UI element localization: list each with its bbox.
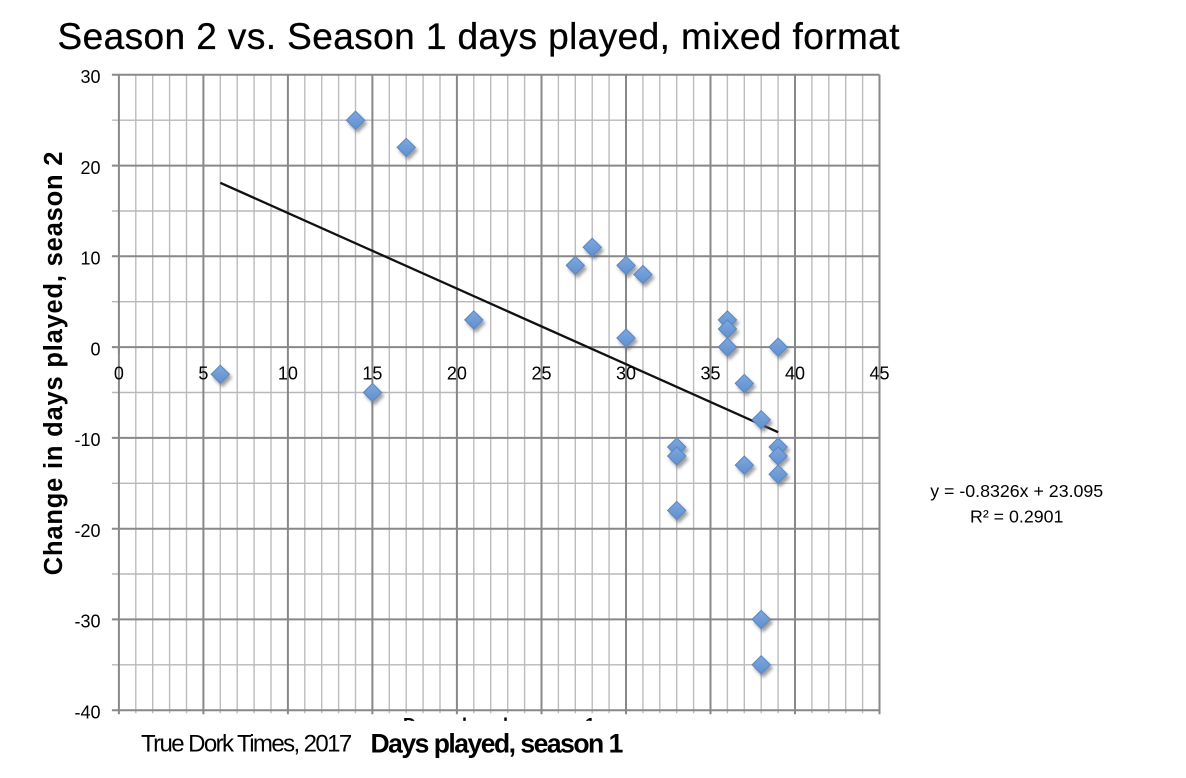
svg-text:-40: -40 <box>74 702 100 722</box>
svg-text:Season 2 vs. Season 1 days pla: Season 2 vs. Season 1 days played, mixed… <box>58 16 901 57</box>
svg-text:y = -0.8326x + 23.095: y = -0.8326x + 23.095 <box>930 481 1103 501</box>
svg-text:30: 30 <box>80 67 100 87</box>
svg-text:45: 45 <box>869 364 889 384</box>
svg-text:Change in days played, season: Change in days played, season 2 <box>40 151 68 575</box>
svg-text:20: 20 <box>447 364 467 384</box>
svg-text:-10: -10 <box>74 430 100 450</box>
svg-text:10: 10 <box>278 364 298 384</box>
svg-text:40: 40 <box>785 364 805 384</box>
svg-text:10: 10 <box>80 249 100 269</box>
svg-text:15: 15 <box>362 364 382 384</box>
svg-text:Days played, season 1: Days played, season 1 <box>403 715 595 735</box>
svg-text:-30: -30 <box>74 612 100 632</box>
svg-text:25: 25 <box>531 364 551 384</box>
svg-text:-20: -20 <box>74 521 100 541</box>
svg-text:35: 35 <box>700 364 720 384</box>
svg-text:5: 5 <box>198 364 208 384</box>
svg-text:0: 0 <box>114 364 124 384</box>
svg-text:20: 20 <box>80 158 100 178</box>
svg-text:R² = 0.2901: R² = 0.2901 <box>970 506 1064 526</box>
svg-text:30: 30 <box>616 364 636 384</box>
svg-text:0: 0 <box>90 339 100 359</box>
svg-text:True Dork Times, 2017: True Dork Times, 2017 <box>141 731 352 758</box>
svg-text:Days played, season 1: Days played, season 1 <box>371 728 623 758</box>
